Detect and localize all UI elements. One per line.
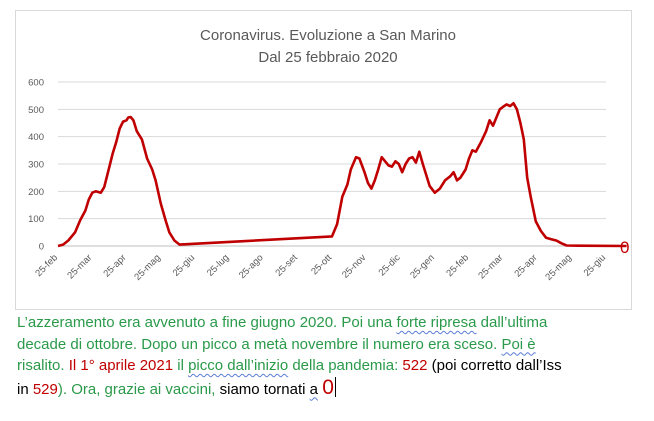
caption-part: Ora, grazie ai vaccini, — [71, 380, 216, 398]
x-tick-label: 25-nov — [340, 252, 368, 280]
caption-part: dall’inizio — [223, 357, 289, 374]
caption-part: in — [17, 380, 33, 398]
y-tick-label: 0 — [39, 242, 44, 253]
grid-lines — [58, 81, 606, 247]
y-tick-label: 400 — [28, 132, 44, 143]
x-tick-label: 25-giu — [171, 252, 197, 278]
x-tick-label: 25-apr — [512, 252, 539, 279]
caption-part: a — [309, 380, 319, 398]
caption-part: picco — [188, 357, 224, 374]
x-tick-label: 25-gen — [408, 252, 437, 281]
caption-part: siamo tornati — [215, 380, 310, 398]
caption-part: 0 — [322, 375, 334, 399]
caption-line-4: in 529). Ora, grazie ai vaccini, siamo t… — [17, 375, 647, 401]
caption-part: ). — [57, 380, 72, 398]
series-line — [57, 102, 627, 248]
line-chart: Coronavirus. Evoluzione a San Marino Dal… — [28, 27, 629, 283]
x-tick-label: 25-apr — [101, 252, 128, 279]
chart-title: Coronavirus. Evoluzione a San Marino — [200, 27, 456, 44]
caption-part: (poi corretto dall’Iss — [427, 357, 562, 374]
chart-subtitle: Dal 25 febbraio 2020 — [258, 49, 397, 66]
x-axis: 25-feb 25-mar 25-apr 25-mag 25-giu 25-lug 25-a… — [33, 252, 608, 283]
caption-part: Poi è — [501, 335, 536, 353]
caption-part: dall’ultima — [476, 314, 548, 331]
x-tick-label: 25-feb — [33, 252, 60, 279]
x-tick-label: 25-mar — [476, 252, 505, 281]
y-tick-label: 200 — [28, 187, 44, 198]
text-cursor — [334, 376, 336, 397]
y-axis: 0 100 200 300 400 500 600 — [28, 78, 44, 253]
caption-line-3: risalito. Il 1° aprile 2021 il picco dal… — [17, 355, 647, 377]
x-tick-label: 25-giu — [582, 252, 608, 278]
end-value-label: 0 — [620, 238, 629, 257]
caption-part: decade di ottobre. Dopo un picco a metà … — [17, 335, 502, 353]
x-tick-label: 25-set — [273, 252, 300, 279]
caption-part: risalito. — [17, 357, 69, 374]
caption-line-1: L’azzeramento era avvenuto a fine giugno… — [17, 312, 647, 334]
caption-part: 522 — [402, 357, 428, 374]
y-tick-label: 600 — [28, 78, 44, 89]
x-tick-label: 25-dic — [377, 252, 403, 278]
y-tick-label: 300 — [28, 160, 44, 171]
series-layer — [57, 102, 627, 248]
caption-text: L’azzeramento era avvenuto a fine giugno… — [17, 312, 647, 400]
x-tick-label: 25-mag — [132, 252, 163, 283]
y-tick-label: 100 — [28, 214, 44, 225]
x-tick-label: 25-feb — [444, 252, 471, 279]
x-tick-label: 25-lug — [205, 252, 231, 278]
x-tick-label: 25-mag — [543, 252, 574, 283]
caption-part: Il 1° aprile 2021 — [68, 357, 174, 374]
caption-part: forte ripresa — [396, 314, 477, 331]
x-tick-label: 25-ott — [309, 252, 334, 277]
caption-line-2: decade di ottobre. Dopo un picco a metà … — [17, 334, 647, 356]
caption-part: L’azzeramento era avvenuto a fine giugno… — [17, 314, 397, 331]
caption-part: il — [173, 357, 189, 374]
y-tick-label: 500 — [28, 105, 44, 116]
chart-frame: Coronavirus. Evoluzione a San Marino Dal… — [15, 10, 632, 310]
x-tick-label: 25-ago — [237, 252, 266, 281]
caption-part: della pandemia: — [288, 357, 403, 374]
x-tick-label: 25-mar — [65, 252, 94, 281]
caption-part: 529 — [32, 380, 58, 398]
